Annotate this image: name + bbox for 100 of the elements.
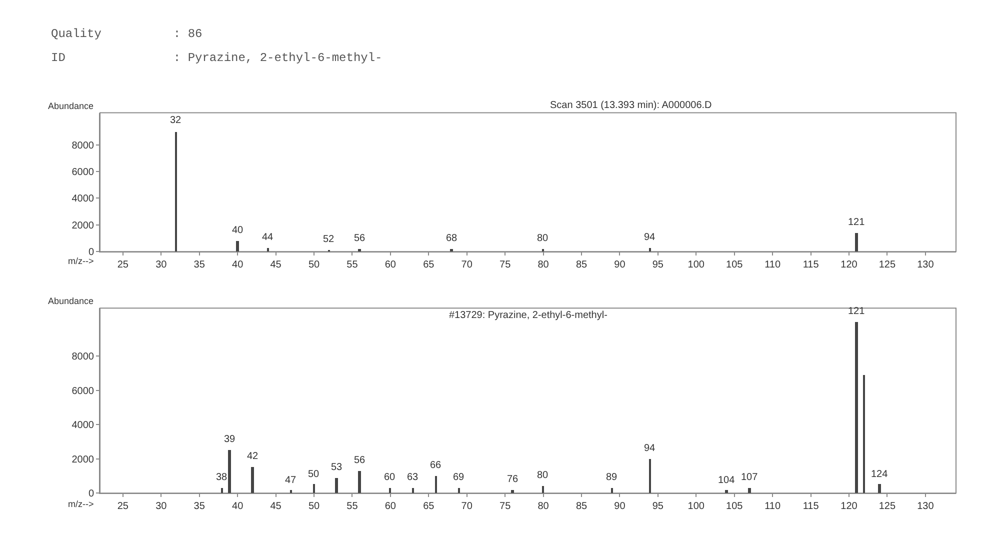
- annotation: 38: [216, 472, 228, 483]
- annotation: 69: [453, 472, 465, 483]
- x-tick-label: 105: [726, 260, 744, 271]
- annotation: 89: [606, 472, 618, 483]
- text: Quality : 86: [51, 27, 202, 41]
- x-tick-label: 85: [576, 260, 588, 271]
- x-tick-label: 35: [194, 501, 206, 512]
- bar: [542, 486, 544, 494]
- x-tick-label: 120: [840, 501, 858, 512]
- bar: [450, 248, 453, 252]
- bar: [313, 484, 315, 494]
- x-tick-label: 75: [500, 501, 512, 512]
- x-axis-title: m/z-->: [68, 256, 94, 266]
- y-tick-label: 2000: [72, 454, 94, 466]
- annotation: 56: [354, 455, 366, 466]
- x-tick-label: 90: [614, 260, 626, 271]
- bar: [611, 488, 613, 494]
- x-tick-label: 30: [156, 260, 168, 271]
- x-tick-label: 100: [688, 260, 705, 271]
- bar: [251, 467, 254, 494]
- x-tick-label: 35: [194, 260, 206, 271]
- bar: [412, 488, 414, 494]
- bar: [228, 450, 231, 494]
- chart-title: #13729: Pyrazine, 2-ethyl-6-methyl-: [449, 310, 608, 321]
- x-tick-label: 25: [117, 501, 129, 512]
- y-tick-label: 6000: [72, 386, 94, 397]
- bar: [649, 248, 651, 252]
- annotation: 76: [507, 474, 519, 485]
- annotation: 56: [354, 233, 366, 244]
- x-tick-label: 120: [840, 260, 858, 271]
- x-tick-label: 80: [538, 501, 550, 512]
- x-tick-label: 115: [802, 260, 820, 271]
- annotation: 107: [741, 472, 758, 483]
- x-tick-label: 80: [538, 260, 550, 271]
- bar: [855, 232, 858, 252]
- annotation: 52: [323, 234, 335, 245]
- x-tick-label: 95: [652, 260, 664, 271]
- annotation: 63: [407, 472, 419, 483]
- bar: [221, 488, 223, 494]
- x-tick-label: 115: [802, 501, 820, 512]
- text: ID : Pyrazine, 2-ethyl-6-methyl-: [51, 51, 382, 65]
- x-tick-label: 45: [270, 501, 282, 512]
- x-tick-label: 130: [917, 260, 934, 271]
- annotation: 68: [446, 233, 458, 244]
- annotation: 80: [537, 470, 549, 481]
- y-tick-label: 6000: [72, 167, 94, 178]
- annotation: 121: [848, 306, 866, 317]
- x-tick-label: 110: [764, 260, 781, 271]
- x-tick-label: 125: [878, 260, 896, 271]
- y-tick-label: 0: [88, 247, 94, 258]
- annotation: 53: [331, 462, 343, 473]
- bar: [435, 476, 437, 494]
- x-tick-label: 60: [384, 501, 396, 512]
- annotation: 44: [262, 232, 274, 243]
- bar: [267, 248, 269, 252]
- annotation: 47: [285, 475, 297, 486]
- x-tick-label: 40: [232, 260, 244, 271]
- annotation: 94: [644, 232, 656, 243]
- x-tick-label: 110: [764, 501, 781, 512]
- bar: [863, 375, 865, 494]
- bar: [358, 248, 361, 252]
- bar: [335, 478, 338, 494]
- x-tick-label: 30: [156, 501, 168, 512]
- bar: [748, 488, 751, 494]
- bar: [175, 132, 177, 252]
- x-tick-label: 55: [346, 260, 358, 271]
- y-tick-label: 8000: [72, 352, 94, 363]
- x-tick-label: 65: [423, 260, 435, 271]
- bar: [878, 484, 881, 494]
- x-tick-label: 55: [346, 501, 358, 512]
- bar: [855, 322, 858, 494]
- annotation: 121: [848, 217, 866, 228]
- annotation: 42: [247, 451, 259, 462]
- x-tick-label: 65: [423, 501, 435, 512]
- x-tick-label: 100: [688, 501, 705, 512]
- bar: [542, 248, 544, 252]
- annotation: 124: [871, 469, 888, 480]
- annotation: 94: [644, 443, 656, 454]
- y-tick-label: 4000: [72, 420, 94, 432]
- bar: [389, 488, 391, 494]
- bar: [511, 490, 514, 494]
- x-tick-label: 70: [461, 501, 473, 512]
- x-tick-label: 95: [652, 501, 664, 512]
- x-tick-label: 50: [308, 260, 320, 271]
- bar: [649, 459, 651, 494]
- x-tick-label: 125: [878, 501, 896, 512]
- x-axis-title: m/z-->: [68, 499, 94, 509]
- y-axis-title: Abundance: [48, 101, 94, 111]
- chart-title: Scan 3501 (13.393 min): A000006.D: [550, 100, 712, 111]
- bar: [290, 490, 292, 494]
- x-tick-label: 25: [117, 260, 129, 271]
- x-tick-label: 70: [461, 260, 473, 271]
- annotation: 32: [170, 115, 182, 126]
- bar: [458, 488, 460, 494]
- annotation: 104: [718, 475, 736, 486]
- annotation: 60: [384, 472, 396, 483]
- bar: [725, 490, 728, 494]
- annotation: 39: [224, 434, 236, 445]
- annotation: 66: [430, 460, 442, 471]
- y-axis-title: Abundance: [48, 296, 94, 306]
